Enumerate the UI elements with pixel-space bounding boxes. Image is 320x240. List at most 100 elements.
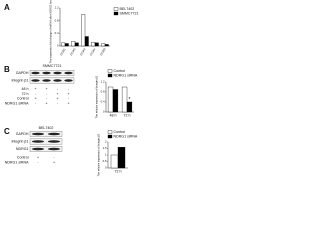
x-tick-label: ITGB1 — [59, 47, 67, 56]
y-axis-label: The relative expression of Integrin β1 — [95, 75, 99, 118]
y-tick-label: 0.8 — [101, 90, 105, 94]
condition-sign: - — [35, 92, 37, 96]
condition-sign: - — [46, 92, 48, 96]
bar — [104, 44, 109, 47]
blot-band — [47, 132, 61, 136]
y-tick-label: 0 — [103, 110, 105, 114]
legend-swatch — [113, 11, 119, 16]
legend-label: BEL7402 — [120, 7, 135, 11]
condition-sign: - — [68, 87, 70, 91]
legend-label: NDRG1 siRNA — [114, 73, 138, 77]
x-tick-label: ITGA5 — [69, 47, 77, 56]
condition-sign: - — [37, 160, 39, 164]
x-tick-label: ITGB3 — [99, 47, 107, 56]
y-tick-label: 1.2 — [101, 80, 105, 84]
blot-band — [31, 147, 45, 151]
legend-swatch — [107, 130, 113, 134]
bar — [126, 101, 133, 113]
bar — [71, 41, 76, 47]
y-tick-label: 1 — [105, 153, 107, 157]
condition-sign: + — [34, 87, 36, 91]
y-tick-label: 0.4 — [101, 100, 105, 104]
condition-sign: + — [67, 92, 69, 96]
bar — [121, 86, 128, 113]
panel-label: B — [4, 65, 10, 74]
legend-label: Control — [114, 69, 126, 73]
y-tick-label: 1.5 — [103, 146, 107, 150]
y-tick-label: 0.4 — [55, 31, 59, 35]
blot-row-label: Integrin β1 — [11, 139, 28, 143]
condition-label: NDRG1 siRNA — [5, 101, 29, 105]
blot-title: BEL7402 — [39, 126, 54, 130]
legend-swatch — [107, 69, 113, 73]
blot-band — [53, 79, 62, 82]
bar — [101, 43, 106, 47]
blot-band — [64, 79, 73, 82]
condition-sign: - — [57, 101, 59, 105]
condition-sign: + — [45, 101, 47, 105]
y-tick-label: 0 — [105, 166, 107, 170]
y-tick-label: 0 — [57, 44, 59, 48]
blot-band — [64, 71, 73, 75]
blot-band — [47, 147, 61, 151]
x-tick-label: 72 h — [124, 113, 131, 117]
x-tick-label: ITGA6 — [79, 47, 87, 56]
bar — [84, 36, 89, 47]
legend-label: Control — [114, 130, 126, 134]
bar — [81, 14, 86, 47]
blot-band — [31, 71, 40, 75]
bar — [110, 154, 119, 169]
panel-label: C — [4, 127, 10, 136]
bar — [112, 89, 119, 113]
condition-sign: - — [35, 101, 37, 105]
blot-strip — [29, 138, 63, 145]
blot-band — [31, 140, 45, 143]
bar — [117, 147, 126, 169]
condition-sign: + — [45, 87, 47, 91]
bar — [61, 42, 66, 47]
blot-strip — [29, 70, 75, 76]
blot-band — [31, 132, 45, 136]
blot-band — [42, 79, 51, 82]
blot-row-label: NDRG1 — [16, 147, 29, 151]
condition-label: 48 h — [22, 87, 29, 91]
panel-label: A — [4, 3, 10, 12]
condition-label: Control — [17, 155, 29, 159]
bar — [64, 43, 69, 47]
blot-strip — [29, 131, 63, 137]
condition-sign: - — [46, 97, 48, 101]
legend-label: NDRG1 siRNA — [114, 134, 138, 138]
condition-label: Control — [17, 97, 29, 101]
blot-strip — [29, 146, 63, 152]
condition-sign: - — [57, 87, 59, 91]
y-tick-label: 0.8 — [55, 18, 59, 22]
y-tick-label: 2 — [105, 140, 107, 144]
bar — [74, 42, 79, 47]
x-tick-label: 48 h — [110, 113, 117, 117]
condition-label: 72 h — [22, 92, 29, 96]
condition-sign: + — [34, 97, 36, 101]
y-tick-label: 0.5 — [103, 159, 107, 163]
blot-row-label: Integrin β1 — [11, 78, 28, 82]
blot-strip — [29, 77, 75, 84]
bar — [107, 86, 114, 113]
bar — [91, 42, 96, 47]
x-tick-label: 72 h — [115, 169, 122, 173]
condition-sign: - — [68, 97, 70, 101]
y-tick-label: 1.2 — [55, 6, 59, 10]
legend-swatch — [113, 7, 119, 11]
condition-sign: + — [53, 160, 55, 164]
y-axis-label: The relative expression of Integrin β1 — [97, 133, 101, 176]
condition-sign: + — [37, 155, 39, 159]
legend-swatch — [107, 134, 113, 139]
condition-sign: + — [56, 97, 58, 101]
x-tick-label: ITGAV — [89, 47, 97, 56]
condition-sign: + — [56, 92, 58, 96]
blot-title: SMMC7721 — [43, 64, 62, 68]
blot-band — [31, 79, 40, 82]
condition-label: NDRG1 siRNA — [5, 160, 29, 164]
blot-band — [47, 140, 61, 143]
blot-row-label: GAPDH — [16, 132, 29, 136]
blot-band — [53, 71, 62, 75]
